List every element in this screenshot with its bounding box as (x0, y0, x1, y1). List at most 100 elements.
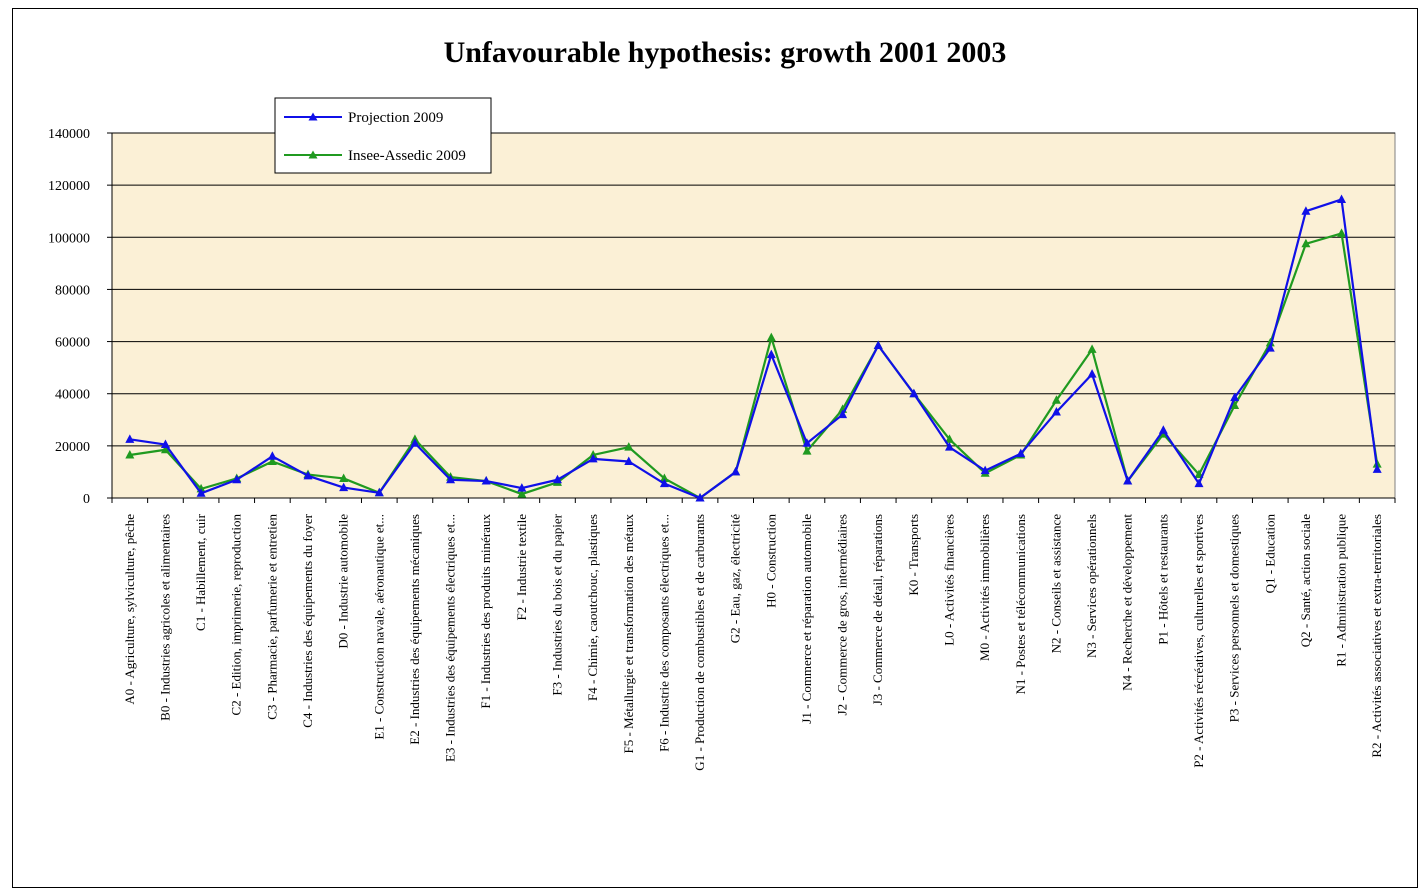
x-category-label: J3 - Commerce de détail, réparations (870, 514, 885, 705)
x-category-label: E1 - Construction navale, aéronautique e… (371, 514, 386, 740)
y-tick-label: 140000 (48, 127, 90, 142)
data-point (588, 453, 598, 463)
data-point (517, 483, 527, 492)
x-category-label: C4 - Industries des équipements du foyer (300, 513, 315, 727)
data-point (267, 451, 277, 460)
y-tick-label: 80000 (55, 283, 90, 298)
data-point (1230, 392, 1240, 402)
x-category-label: M0 - Activités immobilières (977, 514, 992, 661)
data-point (624, 442, 634, 451)
x-category-label: F5 - Métallurgie et transformation des m… (621, 514, 636, 754)
x-category-label: Q2 - Santé, action sociale (1298, 514, 1313, 647)
data-point (766, 332, 776, 342)
data-point (303, 470, 313, 480)
x-category-label: L0 - Activités financières (942, 514, 957, 646)
x-category-label: N3 - Services opérationnels (1084, 514, 1099, 658)
data-point (1016, 448, 1026, 458)
x-category-label: R1 - Administration publique (1334, 514, 1349, 667)
data-point (1051, 406, 1061, 416)
x-category-label: E3 - Industries des équipements électriq… (443, 514, 458, 762)
x-category-label: A0 - Agriculture, sylviculture, pêche (122, 514, 137, 705)
y-tick-label: 0 (83, 492, 90, 507)
data-point (1301, 238, 1311, 248)
x-category-label: J2 - Commerce de gros, intermédiaires (835, 514, 850, 715)
data-point (1158, 425, 1168, 434)
data-point (446, 474, 456, 484)
legend-label-projection: Projection 2009 (348, 110, 443, 126)
data-point (267, 456, 277, 465)
x-category-label: C1 - Habillement, cuir (193, 513, 208, 631)
legend-marker-insee (308, 150, 318, 159)
data-point (838, 409, 848, 419)
y-tick-label: 120000 (48, 179, 90, 194)
data-point (232, 474, 242, 484)
x-category-label: F6 - Industrie des composants électrique… (656, 514, 671, 752)
data-point (1123, 476, 1133, 485)
data-point (1372, 464, 1382, 473)
chart-title: Unfavourable hypothesis: growth 2001 200… (444, 36, 1007, 69)
x-category-label: G1 - Production de combustibles et de ca… (692, 514, 707, 771)
legend: Projection 2009 Insee-Assedic 2009 (274, 97, 492, 174)
y-tick-label: 40000 (55, 388, 90, 403)
x-category-label: P1 - Hôtels et restaurants (1155, 514, 1170, 645)
x-category-label: F2 - Industrie textile (514, 514, 529, 621)
x-category-label: E2 - Industries des équipements mécaniqu… (407, 514, 422, 745)
x-category-label: D0 - Industrie automobile (336, 514, 351, 649)
y-tick-label: 60000 (55, 336, 90, 351)
data-point (552, 474, 562, 484)
data-point (1301, 206, 1311, 215)
x-category-label: Q1 - Education (1262, 514, 1277, 594)
data-point (160, 444, 170, 454)
data-point (517, 489, 527, 498)
data-point (695, 493, 705, 502)
data-point (374, 487, 384, 497)
x-category-label: J1 - Commerce et réparation automobile (799, 514, 814, 724)
x-category-label: F3 - Industries du bois et du papier (549, 513, 564, 695)
x-category-label: N2 - Conseils et assistance (1048, 514, 1063, 654)
data-point (802, 438, 812, 447)
data-point (1230, 400, 1240, 409)
data-point (873, 340, 883, 349)
data-point (1337, 228, 1347, 237)
data-point (410, 438, 420, 447)
data-point (1265, 337, 1275, 347)
data-point (160, 439, 170, 449)
data-point (909, 388, 919, 398)
x-category-label: F4 - Chimie, caoutchouc, plastiques (585, 514, 600, 701)
data-point (1337, 194, 1347, 203)
data-point (1087, 344, 1097, 353)
x-category-label: B0 - Industries agricoles et alimentaire… (157, 514, 172, 721)
y-tick-label: 20000 (55, 440, 90, 455)
data-point (659, 478, 669, 488)
x-category-label: P3 - Services personnels et domestiques (1227, 514, 1242, 722)
x-category-label: G2 - Eau, gaz, électricité (728, 514, 743, 643)
legend-box (274, 97, 492, 174)
data-point (731, 466, 741, 476)
data-point (1051, 395, 1061, 404)
x-category-label: C3 - Pharmacie, parfumerie et entretien (264, 514, 279, 720)
data-point (980, 465, 990, 475)
data-point (125, 449, 135, 459)
data-point (766, 349, 776, 359)
plot-area: 0 20000 40000 60000 80000 100000 120000 140000 A… (48, 127, 1396, 771)
series-line (129, 198, 1379, 500)
x-category-label: F1 - Industries des produits minéraux (478, 514, 493, 709)
data-point (945, 442, 955, 451)
legend-label-insee: Insee-Assedic 2009 (348, 148, 466, 164)
x-category-label: P2 - Activités récréatives, culturelles … (1191, 514, 1206, 768)
x-category-label: K0 - Transports (906, 514, 921, 596)
data-point (802, 446, 812, 455)
data-point (339, 473, 349, 482)
y-tick-label: 100000 (48, 231, 90, 246)
series-projection-2009 (125, 194, 1382, 502)
plot-background (111, 132, 1396, 499)
data-point (1194, 478, 1204, 488)
x-category-label: H0 - Construction (763, 514, 778, 608)
data-point (339, 482, 349, 492)
x-category-label: N4 - Recherche et développement (1120, 514, 1135, 691)
legend-marker-projection (308, 112, 318, 121)
x-category-label: N1 - Postes et télécommunications (1013, 514, 1028, 695)
x-category-label: C2 - Edition, imprimerie, reproduction (229, 514, 244, 716)
data-point (1087, 369, 1097, 378)
